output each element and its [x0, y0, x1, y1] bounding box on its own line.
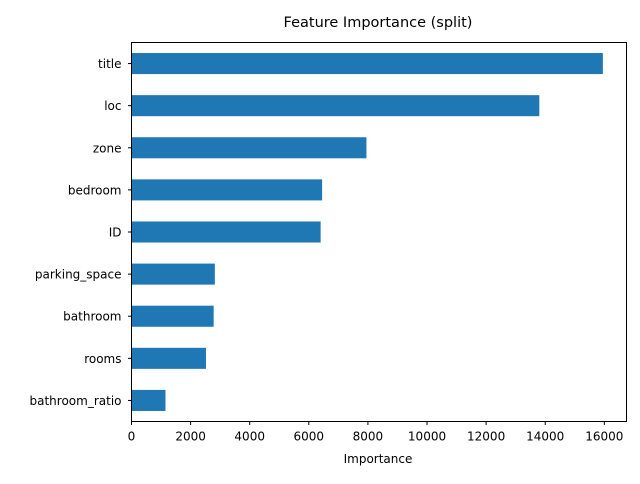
- y-axis-ticks: title loc zone bedroom ID parking_spacebathro…: [30, 57, 132, 408]
- bar-parking_space: [131, 263, 215, 285]
- x-tick-label: 16000: [585, 430, 623, 444]
- x-tick-label: 8000: [353, 430, 384, 444]
- x-tick-label: 14000: [526, 430, 564, 444]
- x-axis-ticks: 0 2000 4000 6000 8000 10000 12000 14000 16000: [128, 421, 623, 444]
- x-tick-label: 0: [128, 430, 136, 444]
- y-tick-label: zone: [93, 141, 122, 155]
- y-tick-label: bedroom: [68, 183, 122, 197]
- bar-bathroom_ratio: [131, 389, 166, 411]
- x-tick-label: 10000: [408, 430, 446, 444]
- y-tick-label: rooms: [84, 352, 121, 366]
- bar-ID: [131, 221, 321, 243]
- plot-frame: [131, 42, 627, 422]
- bar-bathroom: [131, 305, 214, 327]
- bar-loc: [131, 95, 540, 117]
- x-axis-label: Importance: [344, 452, 413, 466]
- chart-title: Feature Importance (split): [284, 15, 473, 31]
- y-tick-label: title: [98, 57, 121, 71]
- x-tick-label: 12000: [467, 430, 505, 444]
- y-tick-label: bathroom_ratio: [30, 394, 122, 408]
- y-tick-label: loc: [104, 99, 121, 113]
- y-tick-label: ID: [109, 226, 122, 240]
- bars-group: [131, 53, 603, 411]
- y-tick-label: parking_space: [35, 268, 122, 282]
- y-tick-label: bathroom: [63, 310, 121, 324]
- x-tick-label: 6000: [294, 430, 325, 444]
- bar-bedroom: [131, 179, 323, 201]
- x-tick-label: 4000: [234, 430, 265, 444]
- bar-title: [131, 53, 603, 75]
- x-tick-label: 2000: [175, 430, 206, 444]
- bar-rooms: [131, 347, 206, 369]
- bar-zone: [131, 137, 367, 159]
